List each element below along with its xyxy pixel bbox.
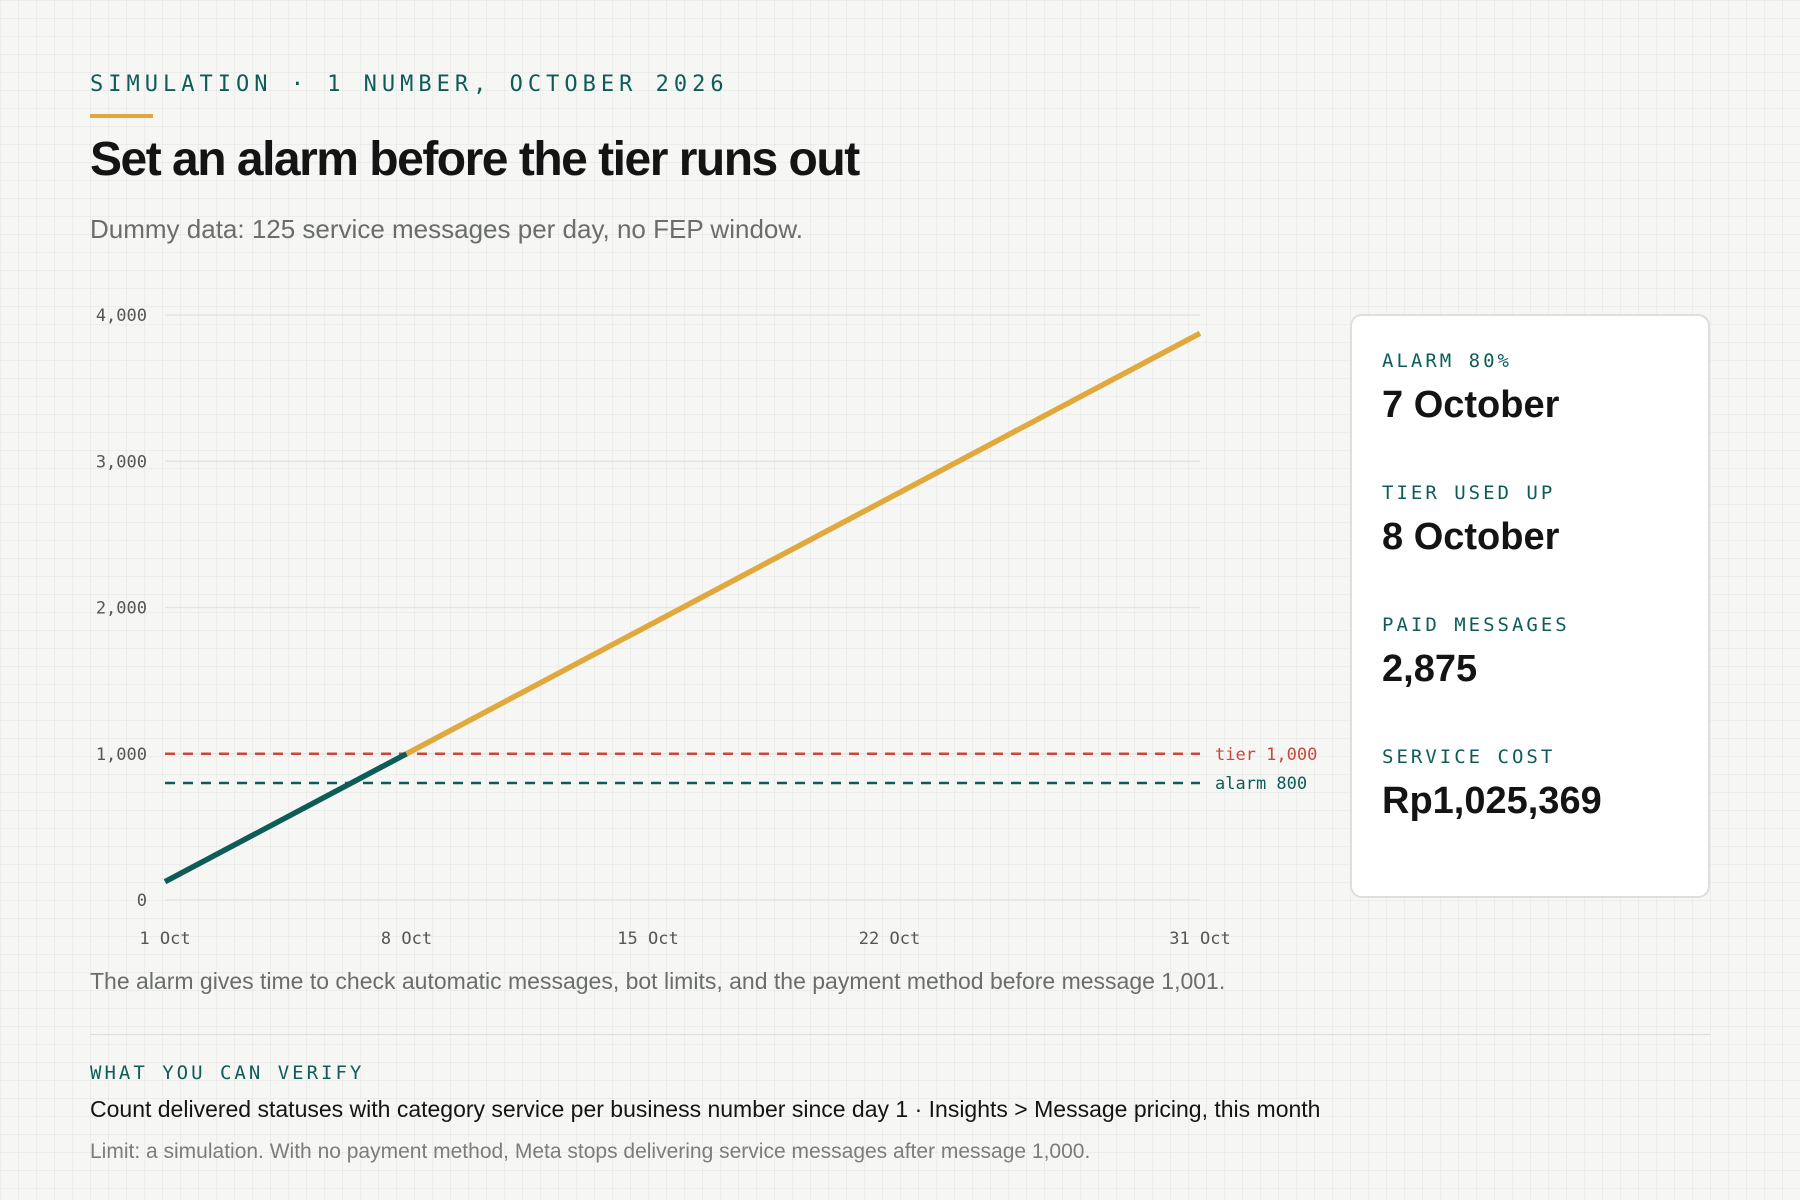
verify-text: Count delivered statuses with category s…: [90, 1096, 1321, 1122]
y-tick-label: 4,000: [96, 306, 147, 326]
x-tick-label: 22 Oct: [859, 929, 920, 949]
accent-rule: [90, 114, 153, 118]
page-subtitle: Dummy data: 125 service messages per day…: [90, 214, 803, 244]
chart-caption: The alarm gives time to check automatic …: [90, 968, 1226, 994]
limit-note: Limit: a simulation. With no payment met…: [90, 1140, 1091, 1163]
x-tick-label: 31 Oct: [1169, 929, 1230, 949]
eyebrow-label: SIMULATION · 1 NUMBER, OCTOBER 2026: [90, 72, 729, 97]
stat-value-alarm: 7 October: [1382, 384, 1560, 426]
stat-label-paid-messages: PAID MESSAGES: [1382, 614, 1570, 636]
stats-card: ALARM 80% 7 October TIER USED UP 8 Octob…: [1350, 314, 1710, 898]
reference-label: alarm 800: [1215, 774, 1307, 794]
page-title: Set an alarm before the tier runs out: [90, 133, 860, 186]
stat-label-alarm: ALARM 80%: [1382, 350, 1512, 372]
y-tick-label: 3,000: [96, 452, 147, 472]
stat-label-tier-used-up: TIER USED UP: [1382, 482, 1556, 504]
series-line: [163, 751, 408, 885]
stat-value-service-cost: Rp1,025,369: [1382, 780, 1602, 822]
usage-chart: 0 1,000 2,000 3,000 4,000 1 Oct 8 Oct 15 Oct 22 …: [96, 306, 1318, 949]
stat-label-service-cost: SERVICE COST: [1382, 746, 1556, 768]
y-tick-label: 0: [137, 891, 147, 911]
reference-label: tier 1,000: [1215, 745, 1317, 765]
verify-heading: WHAT YOU CAN VERIFY: [90, 1062, 365, 1084]
y-tick-label: 2,000: [96, 599, 147, 619]
stat-value-paid-messages: 2,875: [1382, 648, 1478, 690]
x-tick-label: 15 Oct: [617, 929, 678, 949]
series-line: [405, 330, 1202, 757]
x-tick-label: 1 Oct: [139, 929, 190, 949]
stat-value-tier-used-up: 8 October: [1382, 516, 1560, 558]
y-tick-label: 1,000: [96, 745, 147, 765]
section-divider: [90, 1034, 1710, 1035]
x-tick-label: 8 Oct: [381, 929, 432, 949]
